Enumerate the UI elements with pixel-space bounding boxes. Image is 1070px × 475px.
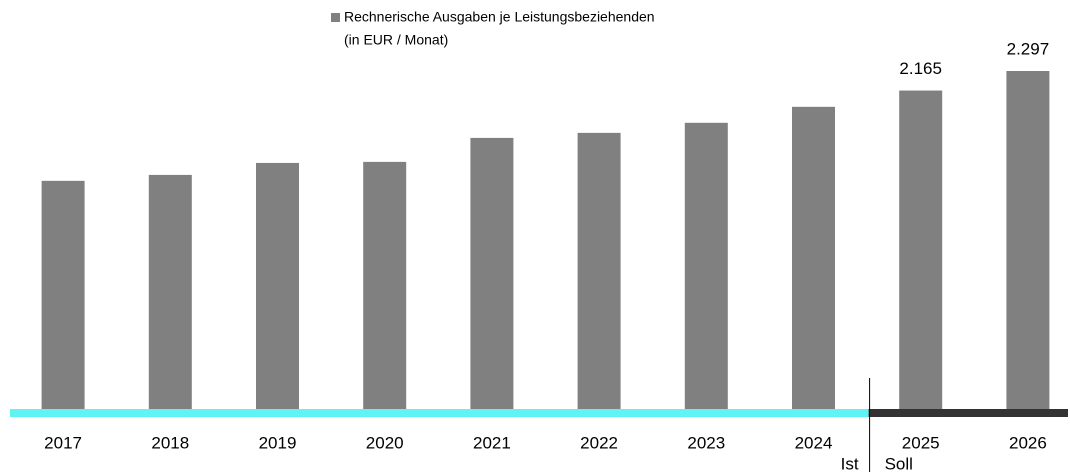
x-tick-label: 2021 bbox=[473, 433, 511, 452]
period-baseline bbox=[868, 409, 1068, 417]
legend-swatch bbox=[331, 13, 340, 22]
x-tick-label: 2018 bbox=[151, 433, 189, 452]
period-label: Soll bbox=[885, 454, 913, 473]
bar bbox=[684, 122, 728, 411]
x-tick-label: 2020 bbox=[366, 433, 404, 452]
legend-subtitle: (in EUR / Monat) bbox=[344, 32, 448, 48]
bar bbox=[256, 162, 299, 411]
legend-label: Rechnerische Ausgaben je Leistungsbezieh… bbox=[344, 9, 655, 25]
period-baseline bbox=[10, 409, 869, 417]
period-label: Ist bbox=[841, 454, 859, 473]
bar bbox=[41, 180, 85, 411]
bar bbox=[577, 132, 621, 411]
x-tick-label: 2017 bbox=[44, 433, 82, 452]
value-label: 2.297 bbox=[1007, 39, 1050, 58]
x-tick-label: 2025 bbox=[902, 433, 940, 452]
x-tick-label: 2023 bbox=[687, 433, 725, 452]
bar bbox=[148, 174, 192, 411]
bar bbox=[363, 161, 407, 411]
bar bbox=[470, 137, 514, 411]
value-label: 2.165 bbox=[899, 59, 942, 78]
x-tick-label: 2019 bbox=[259, 433, 297, 452]
bar bbox=[1006, 71, 1050, 411]
bar bbox=[792, 106, 835, 412]
x-tick-label: 2022 bbox=[580, 433, 618, 452]
x-tick-label: 2024 bbox=[795, 433, 833, 452]
x-tick-label: 2026 bbox=[1009, 433, 1047, 452]
bar bbox=[899, 90, 943, 412]
